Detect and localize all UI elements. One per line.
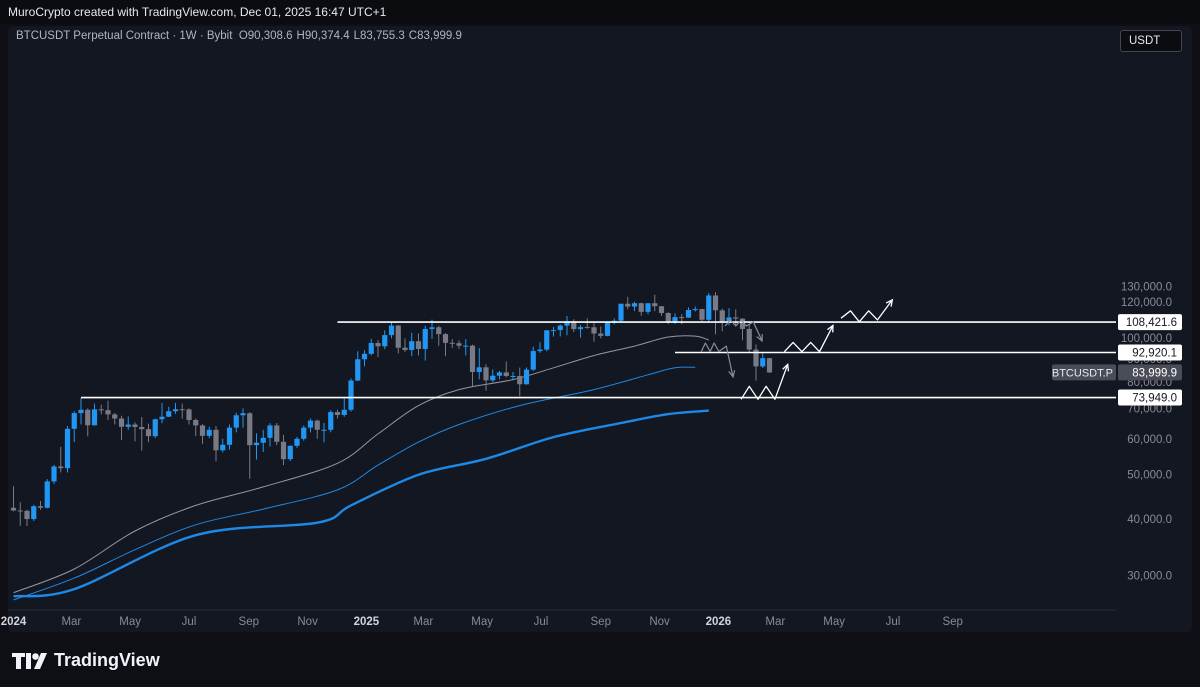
open-value: O90,308.6 xyxy=(238,30,293,42)
tradingview-logo[interactable]: TradingView xyxy=(12,650,160,671)
high-value: H90,374.4 xyxy=(296,30,350,42)
brand-name: TradingView xyxy=(54,650,160,670)
footer xyxy=(0,632,1200,687)
close-value: C83,999.9 xyxy=(408,30,462,42)
low-value: L83,755.3 xyxy=(353,30,405,42)
symbol-name: BTCUSDT Perpetual Contract · 1W · Bybit xyxy=(16,30,233,42)
currency-unit-button[interactable]: USDT xyxy=(1120,30,1182,52)
tradingview-logo-icon xyxy=(12,652,47,669)
chart-panel[interactable]: BTCUSDT Perpetual Contract · 1W · Bybit … xyxy=(8,26,1192,632)
symbol-legend: BTCUSDT Perpetual Contract · 1W · Bybit … xyxy=(16,30,466,42)
chart-credit: MuroCrypto created with TradingView.com,… xyxy=(0,0,1200,24)
